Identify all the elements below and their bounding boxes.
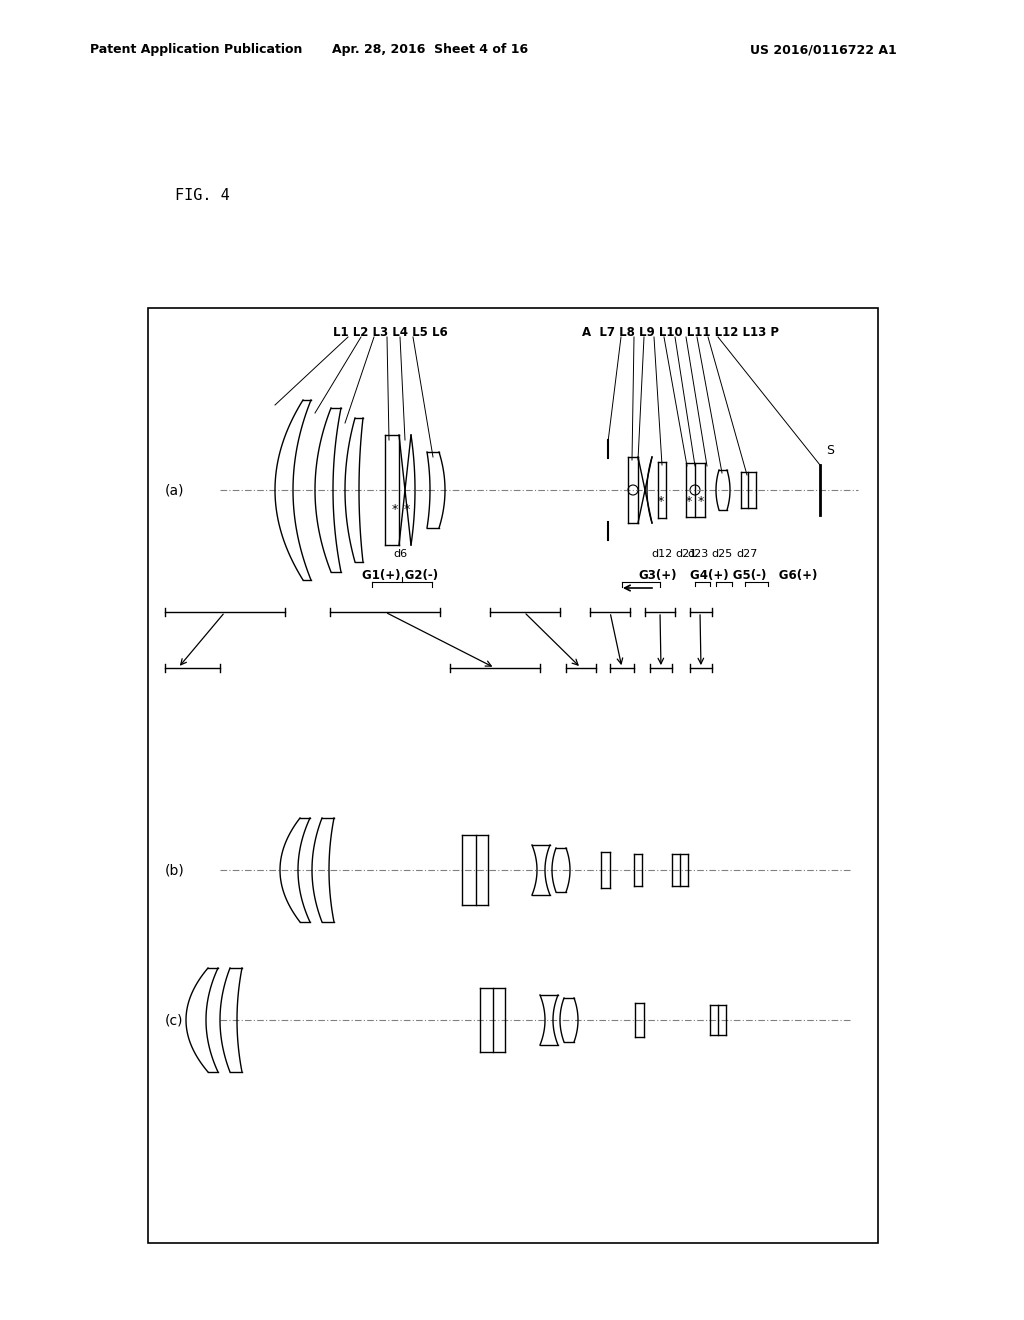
Bar — [148, 308, 878, 1243]
Text: G3(+): G3(+) — [638, 569, 677, 582]
Text: d25: d25 — [712, 549, 732, 558]
Text: d12: d12 — [651, 549, 673, 558]
Text: (a): (a) — [165, 483, 184, 498]
Text: S: S — [826, 444, 834, 457]
Text: Apr. 28, 2016  Sheet 4 of 16: Apr. 28, 2016 Sheet 4 of 16 — [332, 44, 528, 57]
Text: *: * — [686, 495, 692, 508]
Text: Patent Application Publication: Patent Application Publication — [90, 44, 302, 57]
Text: d27: d27 — [736, 549, 758, 558]
Text: (b): (b) — [165, 863, 184, 876]
Text: d23: d23 — [687, 549, 709, 558]
Text: G1(+) G2(-): G1(+) G2(-) — [361, 569, 438, 582]
Text: d21: d21 — [676, 549, 696, 558]
Text: *: * — [403, 503, 411, 516]
Text: L1 L2 L3 L4 L5 L6: L1 L2 L3 L4 L5 L6 — [333, 326, 447, 338]
Text: *: * — [698, 495, 705, 508]
Text: FIG. 4: FIG. 4 — [175, 187, 229, 202]
Text: (c): (c) — [165, 1012, 183, 1027]
Text: US 2016/0116722 A1: US 2016/0116722 A1 — [750, 44, 897, 57]
Text: *: * — [657, 495, 665, 508]
Text: *: * — [392, 503, 398, 516]
Text: A  L7 L8 L9 L10 L11 L12 L13 P: A L7 L8 L9 L10 L11 L12 L13 P — [582, 326, 778, 338]
Text: d6: d6 — [393, 549, 408, 558]
Text: G4(+) G5(-)   G6(+): G4(+) G5(-) G6(+) — [690, 569, 817, 582]
